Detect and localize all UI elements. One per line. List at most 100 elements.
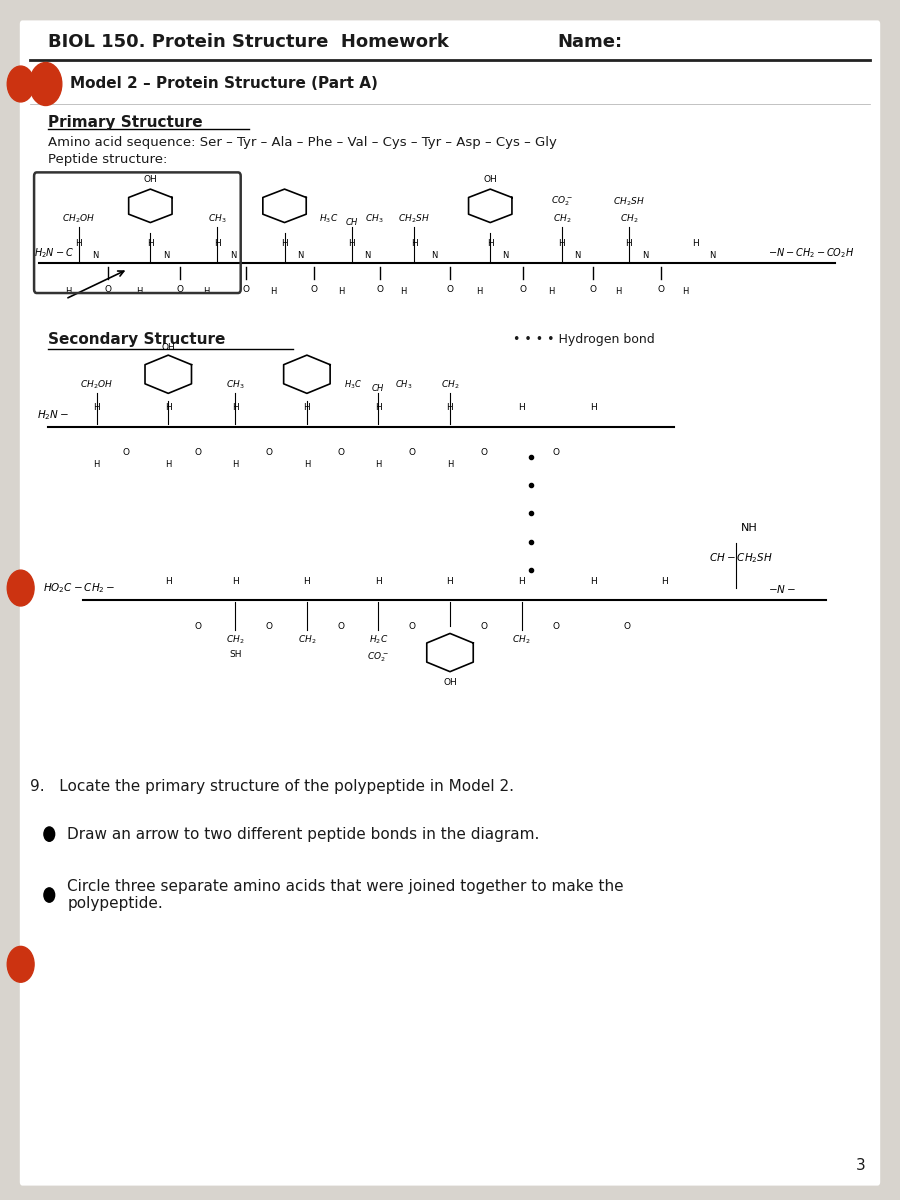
Text: $H_3C$: $H_3C$ bbox=[345, 378, 363, 391]
Text: N: N bbox=[431, 251, 437, 259]
Text: N: N bbox=[163, 251, 169, 259]
Circle shape bbox=[44, 827, 55, 841]
Text: H: H bbox=[203, 287, 210, 296]
Text: $H_3C$: $H_3C$ bbox=[319, 212, 338, 224]
Text: H: H bbox=[626, 239, 633, 247]
Text: H: H bbox=[590, 577, 597, 586]
Text: H: H bbox=[682, 287, 688, 296]
Text: H: H bbox=[65, 287, 71, 296]
Text: O: O bbox=[104, 284, 112, 294]
Text: H: H bbox=[271, 287, 277, 296]
Text: N: N bbox=[230, 251, 237, 259]
Text: N: N bbox=[574, 251, 580, 259]
Text: H: H bbox=[375, 577, 382, 586]
Text: H: H bbox=[693, 239, 699, 247]
Text: H: H bbox=[303, 403, 310, 413]
Text: OH: OH bbox=[143, 175, 157, 185]
Text: O: O bbox=[409, 622, 416, 630]
Text: O: O bbox=[338, 622, 345, 630]
Text: O: O bbox=[481, 622, 488, 630]
Circle shape bbox=[7, 66, 34, 102]
Text: 3: 3 bbox=[856, 1158, 866, 1174]
Circle shape bbox=[44, 888, 55, 902]
Text: O: O bbox=[266, 622, 273, 630]
Text: $CH_2OH$: $CH_2OH$ bbox=[62, 212, 95, 224]
Text: O: O bbox=[409, 449, 416, 457]
Text: H: H bbox=[446, 461, 454, 469]
Text: OH: OH bbox=[483, 175, 497, 185]
Text: H: H bbox=[446, 403, 454, 413]
Text: NH: NH bbox=[741, 523, 758, 533]
Text: H: H bbox=[410, 239, 418, 247]
Text: H: H bbox=[446, 577, 454, 586]
Text: H: H bbox=[281, 239, 288, 247]
Text: H: H bbox=[165, 461, 171, 469]
Text: H: H bbox=[615, 287, 621, 296]
Text: O: O bbox=[310, 284, 318, 294]
Text: $CH_3$: $CH_3$ bbox=[365, 212, 383, 224]
Text: N: N bbox=[709, 251, 716, 259]
Text: $-N-CH_2-CO_2H$: $-N-CH_2-CO_2H$ bbox=[768, 246, 854, 259]
Text: O: O bbox=[194, 622, 202, 630]
Text: N: N bbox=[92, 251, 98, 259]
Text: H: H bbox=[400, 287, 407, 296]
Text: $CH_2$: $CH_2$ bbox=[553, 212, 571, 224]
Text: $CH_2$: $CH_2$ bbox=[226, 634, 245, 646]
Text: H: H bbox=[232, 403, 239, 413]
Text: H: H bbox=[165, 577, 172, 586]
Text: H: H bbox=[303, 577, 310, 586]
Text: O: O bbox=[552, 622, 559, 630]
Text: N: N bbox=[364, 251, 370, 259]
Text: H: H bbox=[348, 239, 355, 247]
Text: H: H bbox=[76, 239, 82, 247]
Text: H: H bbox=[94, 403, 100, 413]
Text: $CO_2^-$: $CO_2^-$ bbox=[367, 650, 390, 664]
Circle shape bbox=[30, 62, 62, 106]
Text: $H_2N-$: $H_2N-$ bbox=[37, 408, 69, 422]
Text: $CH_3$: $CH_3$ bbox=[226, 378, 245, 391]
Text: O: O bbox=[194, 449, 202, 457]
Text: H: H bbox=[548, 287, 554, 296]
Text: O: O bbox=[590, 284, 597, 294]
Text: H: H bbox=[214, 239, 220, 247]
Text: H: H bbox=[476, 287, 482, 296]
Text: OH: OH bbox=[443, 678, 457, 686]
Text: H: H bbox=[94, 461, 100, 469]
Text: $CH_2$: $CH_2$ bbox=[512, 634, 531, 646]
Text: O: O bbox=[446, 284, 454, 294]
Text: Circle three separate amino acids that were joined together to make the
polypept: Circle three separate amino acids that w… bbox=[68, 878, 624, 911]
Text: O: O bbox=[520, 284, 526, 294]
Text: O: O bbox=[266, 449, 273, 457]
Text: H: H bbox=[137, 287, 143, 296]
Text: $HO_2C-CH_2-$: $HO_2C-CH_2-$ bbox=[43, 582, 115, 595]
Text: O: O bbox=[658, 284, 664, 294]
Text: N: N bbox=[642, 251, 648, 259]
Text: Name:: Name: bbox=[557, 34, 623, 52]
Text: H: H bbox=[165, 403, 172, 413]
Text: $CH_2$: $CH_2$ bbox=[441, 378, 459, 391]
Text: H: H bbox=[375, 403, 382, 413]
Circle shape bbox=[7, 947, 34, 983]
Text: H: H bbox=[487, 239, 493, 247]
Text: N: N bbox=[502, 251, 508, 259]
Text: O: O bbox=[377, 284, 383, 294]
Text: OH: OH bbox=[161, 342, 176, 352]
Text: Model 2 – Protein Structure (Part A): Model 2 – Protein Structure (Part A) bbox=[70, 77, 378, 91]
Text: BIOL 150. Protein Structure  Homework: BIOL 150. Protein Structure Homework bbox=[48, 34, 448, 52]
Text: H: H bbox=[232, 461, 239, 469]
Text: $CH_2$: $CH_2$ bbox=[620, 212, 638, 224]
Text: H: H bbox=[558, 239, 565, 247]
Text: SH: SH bbox=[230, 650, 241, 659]
Text: O: O bbox=[624, 622, 631, 630]
Text: H: H bbox=[518, 577, 525, 586]
Text: O: O bbox=[122, 449, 130, 457]
Text: Peptide structure:: Peptide structure: bbox=[48, 152, 166, 166]
Text: $-N-$: $-N-$ bbox=[768, 583, 796, 595]
Circle shape bbox=[7, 570, 34, 606]
Text: 9.   Locate the primary structure of the polypeptide in Model 2.: 9. Locate the primary structure of the p… bbox=[30, 779, 514, 794]
Text: H: H bbox=[590, 403, 597, 413]
Text: Amino acid sequence: Ser – Tyr – Ala – Phe – Val – Cys – Tyr – Asp – Cys – Gly: Amino acid sequence: Ser – Tyr – Ala – P… bbox=[48, 136, 556, 149]
Text: • • • • Hydrogen bond: • • • • Hydrogen bond bbox=[513, 334, 654, 346]
Text: H: H bbox=[303, 461, 310, 469]
Text: O: O bbox=[176, 284, 184, 294]
